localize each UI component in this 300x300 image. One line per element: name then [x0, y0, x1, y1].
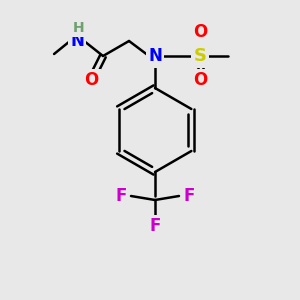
Text: H: H	[73, 21, 85, 35]
Text: O: O	[193, 71, 207, 89]
Text: F: F	[149, 217, 161, 235]
Text: F: F	[115, 187, 127, 205]
Text: S: S	[194, 47, 206, 65]
Text: O: O	[84, 71, 98, 89]
Text: F: F	[183, 187, 195, 205]
Text: N: N	[70, 32, 84, 50]
Text: N: N	[148, 47, 162, 65]
Text: O: O	[193, 23, 207, 41]
